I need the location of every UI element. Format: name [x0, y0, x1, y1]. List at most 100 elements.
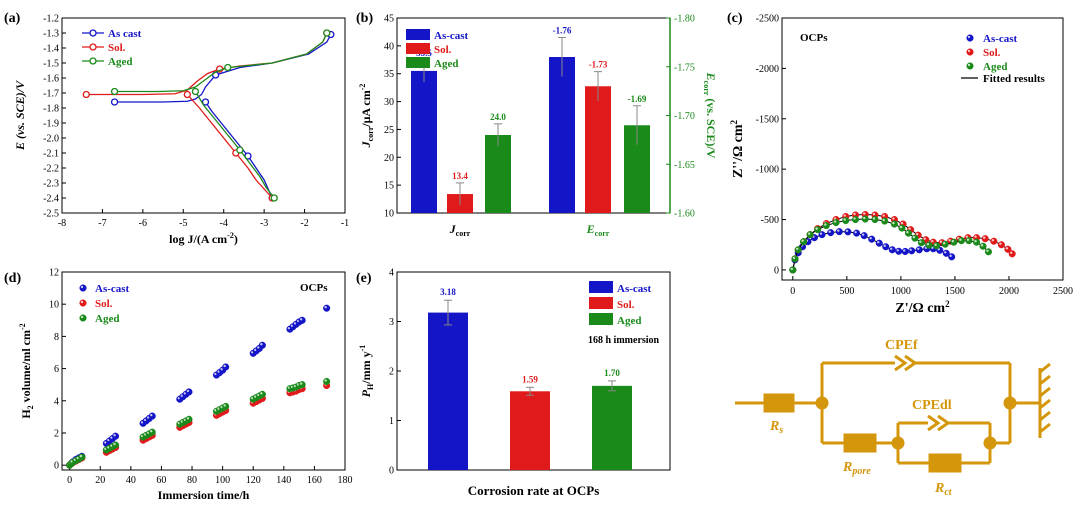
category-label-ecorr: Ecorr [586, 222, 610, 238]
bar-2 [592, 385, 632, 470]
data-point-2-highlight [942, 242, 946, 245]
data-point-2-highlight [872, 217, 876, 220]
data-point-2 [148, 428, 156, 436]
data-point-0-highlight [949, 254, 952, 258]
x-tick-label: 40 [126, 475, 136, 486]
plot-frame [61, 17, 346, 214]
x-axis-label: log J/(A cm-2) [169, 231, 238, 246]
category-label-jcorr: Jcorr [449, 222, 471, 238]
x-tick-label: -5 [179, 218, 187, 229]
data-point-0-highlight [883, 244, 886, 247]
y-tick-label: 8 [54, 332, 59, 343]
y-axis-label-sup: -2 [18, 323, 27, 330]
panel-label-c: (c) [727, 11, 743, 26]
data-point-1 [981, 235, 989, 243]
legend-marker-highlight [967, 63, 971, 67]
x-tick-label: 60 [156, 475, 166, 486]
data-point-2-highlight [186, 417, 190, 420]
data-point-1 [990, 237, 998, 245]
x-tick-label: 140 [276, 475, 291, 486]
legend-label: Aged [95, 313, 119, 325]
data-point-2 [842, 216, 850, 225]
y-tick-label: -1.5 [43, 59, 59, 70]
cpedl-element [927, 414, 941, 432]
data-point-0-highlight [903, 249, 906, 252]
legend-label: Sol. [434, 44, 452, 56]
data-point-2 [822, 222, 830, 230]
x-axis-label: Immersion time/h [158, 488, 250, 502]
rpore-label: Rpore [842, 460, 871, 477]
data-point-2-highlight [986, 249, 989, 252]
legend-label: Aged [434, 58, 458, 70]
y-tick-label: 30 [384, 97, 394, 108]
y2-tick-label: -1.80 [674, 14, 695, 25]
fitted-line-2 [792, 218, 989, 271]
data-point-0-highlight [146, 416, 150, 419]
category-label-main: J [449, 222, 457, 236]
bar-jcorr-2 [485, 135, 511, 213]
data-point-2-highlight [150, 429, 153, 433]
y-axis-label-main: Z''/Ω cm [731, 124, 746, 178]
y-axis-label: E (vs. SCE)/V [13, 80, 27, 151]
legend-marker [79, 299, 87, 307]
data-point-0-highlight [845, 229, 849, 233]
x-tick-label: -3 [260, 218, 268, 229]
data-point-2-highlight [792, 256, 796, 260]
data-point-1-highlight [908, 227, 911, 230]
x-tick-label: -4 [220, 218, 228, 229]
data-label: -1.73 [589, 60, 608, 70]
data-point-2 [972, 238, 981, 246]
data-point-2-highlight [951, 240, 955, 243]
x-axis-label: Z'/Ω cm2 [895, 299, 950, 316]
data-point-2 [806, 231, 814, 239]
y-axis-label-end: /μA cm [359, 90, 373, 127]
bar-jcorr-0 [411, 70, 437, 213]
y-tick-label: -1.3 [43, 29, 59, 40]
data-point-0 [901, 247, 909, 256]
data-point-1-highlight [999, 242, 1002, 245]
y-tick-label: 4 [54, 396, 59, 407]
legend-label: Sol. [983, 47, 1001, 59]
data-point-2-highlight [260, 392, 263, 395]
legend-label: Sol. [617, 299, 635, 311]
nyquist-chart: 0 500 1000 1500 2000 2500 0 -500 -1000 -1500 -2000… [729, 14, 1073, 317]
y-tick-label: 1 [389, 416, 394, 427]
data-point-1-highlight [900, 221, 904, 225]
ground-symbol [1039, 410, 1051, 422]
data-point-2-highlight [833, 220, 837, 223]
data-point-2-highlight [796, 247, 799, 250]
data-point-0-highlight [113, 433, 116, 437]
y-axis-label: H2 volume/ml cm-2 [18, 323, 35, 418]
y-tick-label: -2.5 [43, 209, 59, 220]
data-point-0-highlight [869, 236, 872, 240]
y-tick-label: -2000 [756, 64, 779, 75]
y-axis-label-end: volume/ml cm [19, 330, 33, 405]
x-axis-label-sup: -2 [227, 231, 234, 240]
y-axis-label-main: J [359, 140, 373, 148]
data-point-0-highlight [143, 418, 147, 422]
x-tick-label: 180 [338, 475, 353, 486]
data-point-2 [789, 266, 797, 274]
data-point-2-highlight [863, 216, 866, 220]
data-point-0-highlight [107, 438, 110, 442]
y-tick-label: 0 [54, 461, 59, 472]
legend-swatch [589, 281, 613, 293]
data-point-2-highlight [815, 227, 818, 230]
data-point-2 [871, 215, 879, 224]
legend-marker [79, 314, 87, 322]
data-point-0-highlight [293, 322, 297, 325]
data-point-2 [979, 242, 987, 250]
data-point-2-highlight [966, 238, 970, 241]
y-axis-label: Z''/Ω cm2 [729, 119, 746, 178]
y-axis-label-sub: corr [366, 126, 375, 141]
data-point-0 [908, 247, 916, 255]
data-point-0 [948, 253, 956, 261]
x-tick-label: 160 [307, 475, 322, 486]
y-tick-label: -1.9 [43, 119, 59, 130]
legend-label: Fitted results [983, 73, 1046, 85]
series-line-2 [114, 32, 328, 93]
y-tick-label: 4 [389, 268, 394, 279]
data-point-0-highlight [257, 346, 260, 349]
data-label: -1.69 [628, 94, 647, 104]
data-point-2-highlight [790, 267, 794, 271]
